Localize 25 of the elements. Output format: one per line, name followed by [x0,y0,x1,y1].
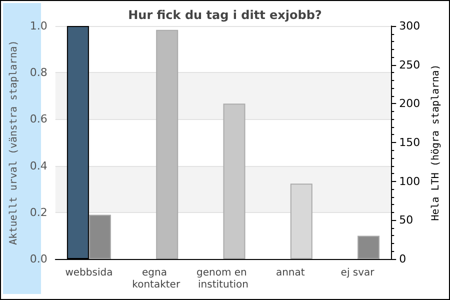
x-tick-label: genom en institution [196,268,250,290]
y-axis-title: Aktuellt urval (vänstra staplarna) [8,40,20,245]
x-tick-label: ej svar [340,268,376,278]
bar [156,30,178,259]
y-tick-label: 0.8 [30,66,48,80]
y2-tick-label: 200 [399,97,420,110]
y-tick-label: 1.0 [30,20,48,32]
y2-tick-label: 300 [399,20,420,32]
bar [358,236,380,259]
y2-tick-label: 100 [399,174,420,188]
x-tick-label: annat [276,268,305,278]
y2-tick-label: 0 [399,252,406,266]
x-tick-label: webbsida [65,268,113,278]
bar [223,104,246,259]
y-tick-label: 0.0 [30,252,48,266]
y2-tick-label: 250 [399,58,420,72]
x-tick-label: egna kontakter [132,268,181,290]
bar [88,214,111,259]
y2-tick-label: 50 [399,214,414,227]
y2-axis-title: Hela LTH (högra staplarna) [430,64,442,221]
y-tick-label: 0.2 [30,206,48,219]
y-tick-label: 0.6 [30,112,48,126]
y2-tick-label: 150 [399,136,420,149]
chart-title: Hur fick du tag i ditt exjobb? [128,8,322,22]
y-tick-label: 0.4 [30,159,48,172]
